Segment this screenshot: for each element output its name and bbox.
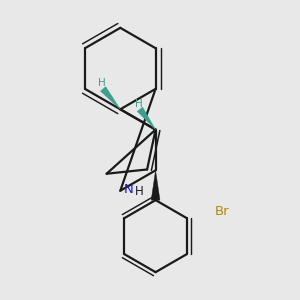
Polygon shape (100, 87, 120, 109)
Text: H: H (135, 185, 144, 198)
Polygon shape (151, 170, 160, 200)
Polygon shape (137, 107, 156, 130)
Text: Br: Br (215, 206, 230, 218)
Text: H: H (98, 78, 105, 88)
Text: H: H (135, 99, 142, 109)
Text: N: N (124, 183, 134, 196)
